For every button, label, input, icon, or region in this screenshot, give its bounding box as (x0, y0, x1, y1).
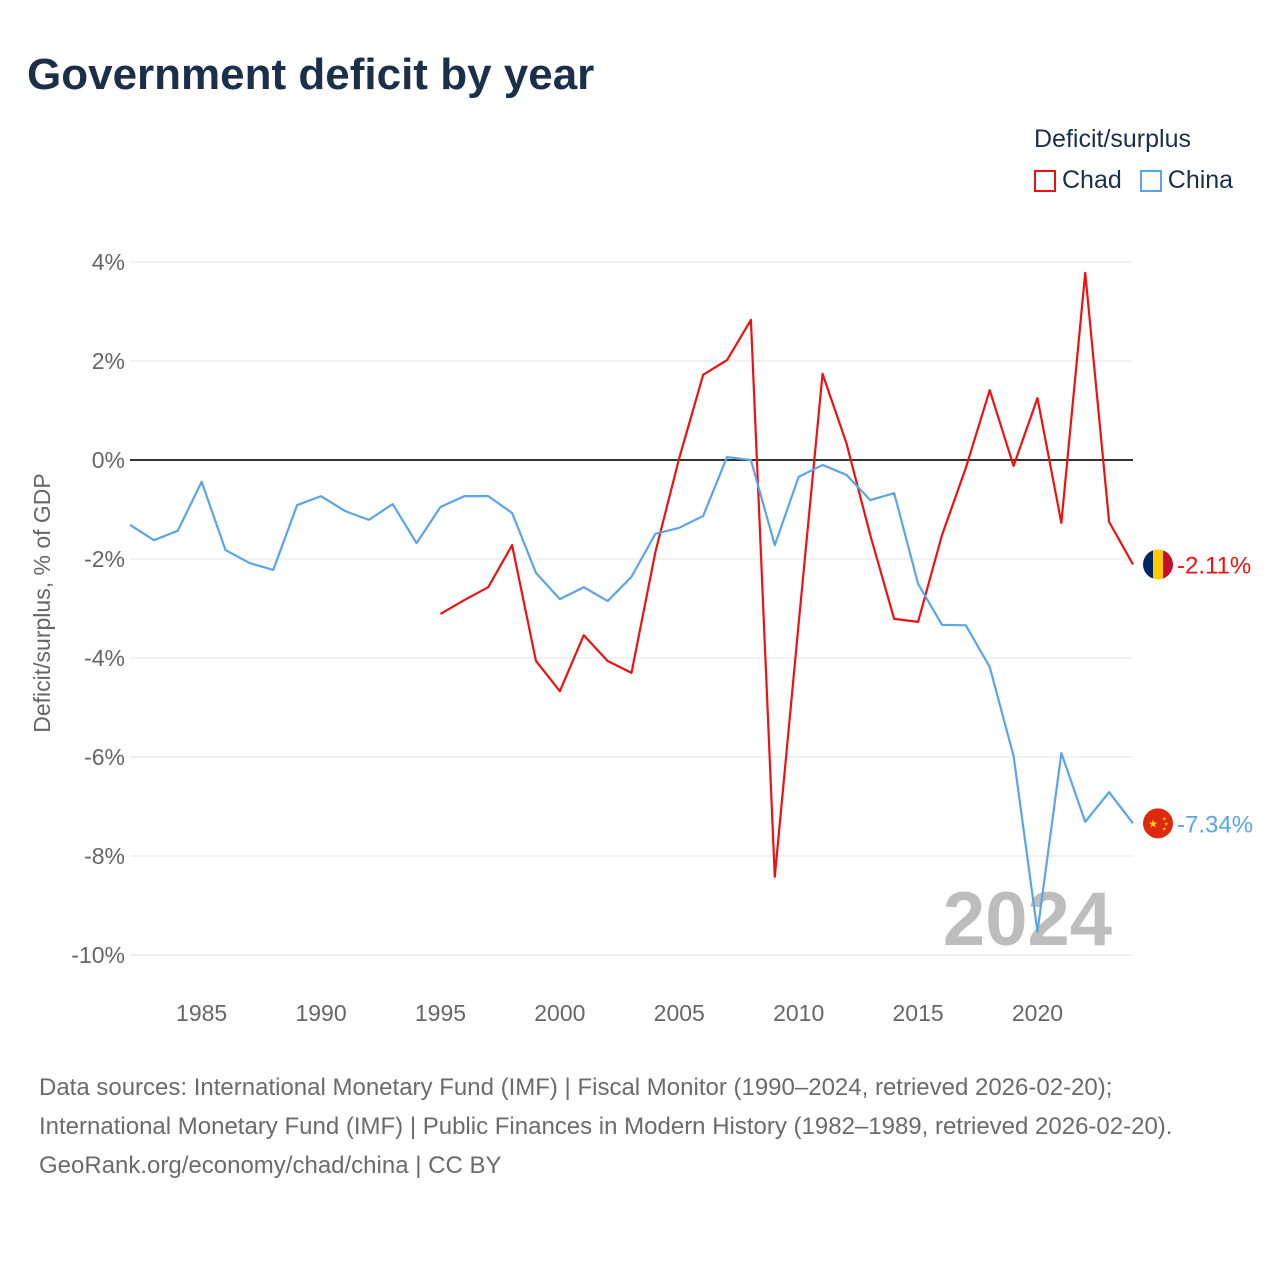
legend-label-chad: Chad (1062, 166, 1122, 194)
china-flag-icon: ★ ★ ★ ★ (1143, 808, 1173, 839)
x-tick-label: 1995 (415, 1000, 466, 1026)
x-tick-label: 2010 (773, 1000, 824, 1026)
y-tick-label: -6% (84, 744, 125, 770)
x-tick-label: 1990 (295, 1000, 346, 1026)
x-tick-label: 2020 (1012, 1000, 1063, 1026)
y-tick-label: -10% (71, 942, 125, 968)
x-tick-label: 2000 (534, 1000, 585, 1026)
svg-text:★: ★ (1148, 818, 1158, 830)
legend-swatch-china (1139, 169, 1162, 192)
y-tick-label: -8% (84, 843, 125, 869)
series-line-china (129, 455, 1134, 933)
x-tick-label: 2005 (654, 1000, 705, 1026)
end-label-chad: -2.11% (1177, 552, 1251, 579)
series-line-chad (439, 271, 1134, 878)
svg-text:★: ★ (1162, 816, 1167, 822)
data-sources: Data sources: International Monetary Fun… (39, 1074, 1173, 1140)
legend-title: Deficit/surplus (1034, 125, 1191, 153)
y-tick-label: -4% (84, 645, 125, 671)
y-axis-label: Deficit/surplus, % of GDP (29, 473, 55, 732)
page-title: Government deficit by year (27, 50, 595, 99)
svg-text:★: ★ (1162, 826, 1167, 832)
year-watermark: 2024 (943, 877, 1112, 962)
legend-swatch-chad (1034, 169, 1056, 192)
y-tick-label: -2% (84, 546, 125, 572)
plot-area: 4% 2% 0% -2% -4% -6% -8% -10% 1985 1990 1995 2000 20… (29, 249, 1253, 1026)
y-tick-label: 4% (92, 249, 125, 275)
legend: Chad China (1034, 166, 1233, 195)
x-tick-label: 2015 (892, 1000, 943, 1026)
credit-link[interactable]: GeoRank.org/economy/chad/china | CC BY (39, 1152, 502, 1179)
y-tick-label: 2% (92, 348, 125, 374)
x-tick-label: 1985 (176, 1000, 227, 1026)
svg-text:★: ★ (1164, 821, 1169, 827)
footer: Data sources: International Monetary Fun… (39, 1068, 1239, 1185)
chad-flag-icon (1143, 549, 1173, 580)
end-label-china: -7.34% (1177, 811, 1253, 838)
legend-item-chad[interactable]: Chad (1034, 166, 1122, 195)
legend-label-china: China (1167, 166, 1234, 194)
legend-item-china[interactable]: China (1139, 166, 1234, 195)
y-tick-label: 0% (92, 447, 125, 473)
